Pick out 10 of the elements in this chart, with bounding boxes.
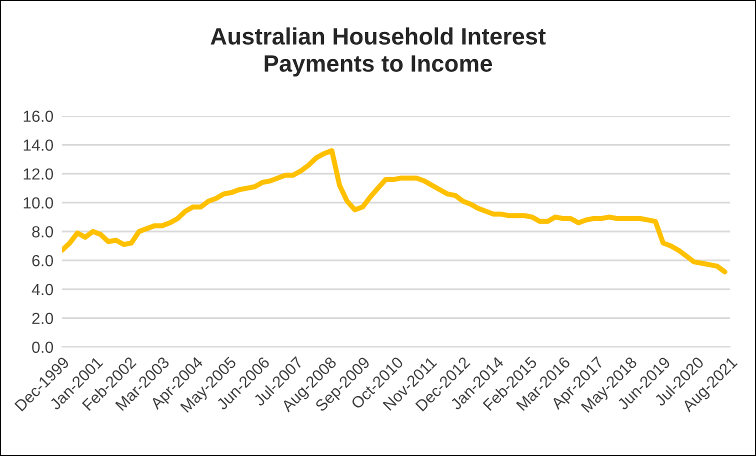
y-tick-label: 0.0 <box>32 342 54 353</box>
chart-title: Australian Household Interest Payments to Income <box>210 27 546 77</box>
y-tick-label: 16.0 <box>24 110 54 122</box>
y-tick-label: 2.0 <box>32 312 54 324</box>
y-tick-label: 4.0 <box>32 284 54 296</box>
y-tick-label: 14.0 <box>24 140 54 151</box>
y-tick-label: 8.0 <box>32 226 54 238</box>
y-tick-label: 12.0 <box>24 168 54 180</box>
y-tick-label: 6.0 <box>32 255 54 266</box>
y-tick-label: 10.0 <box>24 197 54 209</box>
